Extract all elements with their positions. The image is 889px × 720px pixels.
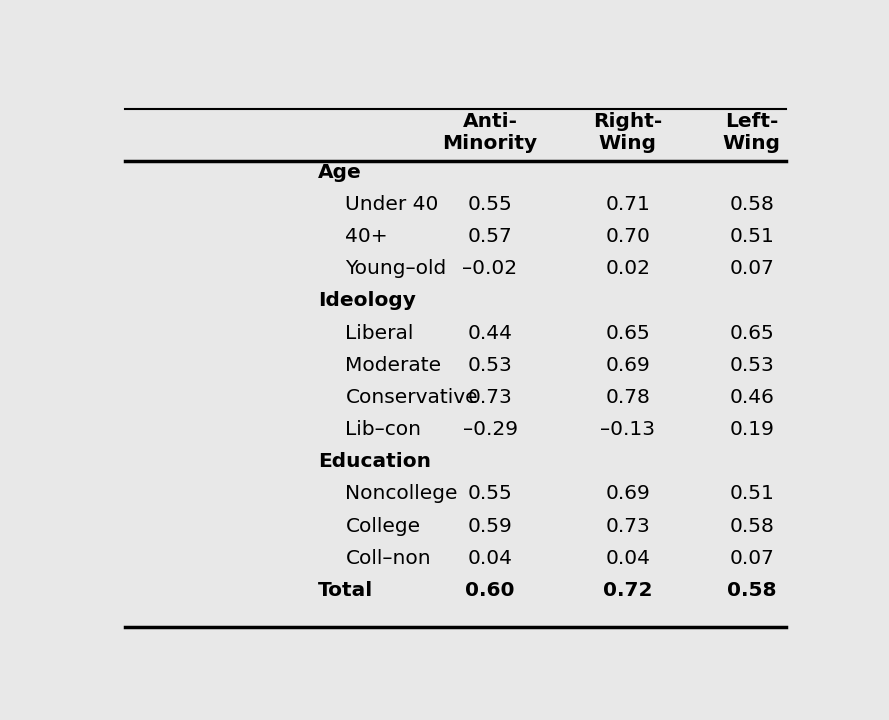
Text: 0.65: 0.65 bbox=[605, 323, 650, 343]
Text: 0.72: 0.72 bbox=[603, 581, 653, 600]
Text: Ideology: Ideology bbox=[318, 292, 416, 310]
Text: Left-
Wing: Left- Wing bbox=[723, 112, 781, 153]
Text: 0.59: 0.59 bbox=[468, 516, 512, 536]
Text: Young–old: Young–old bbox=[345, 259, 446, 279]
Text: 0.07: 0.07 bbox=[730, 549, 774, 567]
Text: College: College bbox=[345, 516, 420, 536]
Text: 0.60: 0.60 bbox=[465, 581, 515, 600]
Text: 0.73: 0.73 bbox=[605, 516, 650, 536]
Text: Under 40: Under 40 bbox=[345, 195, 439, 214]
Text: –0.02: –0.02 bbox=[462, 259, 517, 279]
Text: 40+: 40+ bbox=[345, 227, 388, 246]
Text: 0.51: 0.51 bbox=[730, 485, 774, 503]
Text: 0.07: 0.07 bbox=[730, 259, 774, 279]
Text: 0.55: 0.55 bbox=[468, 195, 512, 214]
Text: Coll–non: Coll–non bbox=[345, 549, 431, 567]
Text: 0.69: 0.69 bbox=[605, 356, 650, 375]
Text: Total: Total bbox=[318, 581, 373, 600]
Text: 0.04: 0.04 bbox=[468, 549, 513, 567]
Text: 0.58: 0.58 bbox=[730, 195, 774, 214]
Text: 0.53: 0.53 bbox=[730, 356, 774, 375]
Text: 0.73: 0.73 bbox=[468, 388, 512, 407]
Text: 0.46: 0.46 bbox=[730, 388, 774, 407]
Text: 0.57: 0.57 bbox=[468, 227, 512, 246]
Text: Anti-
Minority: Anti- Minority bbox=[443, 112, 538, 153]
Text: 0.02: 0.02 bbox=[605, 259, 651, 279]
Text: –0.13: –0.13 bbox=[600, 420, 655, 439]
Text: Moderate: Moderate bbox=[345, 356, 442, 375]
Text: 0.71: 0.71 bbox=[605, 195, 650, 214]
Text: Education: Education bbox=[318, 452, 431, 471]
Text: Right-
Wing: Right- Wing bbox=[593, 112, 662, 153]
Text: 0.55: 0.55 bbox=[468, 485, 512, 503]
Text: 0.51: 0.51 bbox=[730, 227, 774, 246]
Text: 0.58: 0.58 bbox=[727, 581, 777, 600]
Text: 0.19: 0.19 bbox=[730, 420, 774, 439]
Text: 0.78: 0.78 bbox=[605, 388, 650, 407]
Text: Lib–con: Lib–con bbox=[345, 420, 421, 439]
Text: –0.29: –0.29 bbox=[462, 420, 517, 439]
Text: 0.70: 0.70 bbox=[605, 227, 650, 246]
Text: Age: Age bbox=[318, 163, 362, 182]
Text: 0.65: 0.65 bbox=[730, 323, 774, 343]
Text: Conservative: Conservative bbox=[345, 388, 478, 407]
Text: 0.58: 0.58 bbox=[730, 516, 774, 536]
Text: 0.53: 0.53 bbox=[468, 356, 512, 375]
Text: Noncollege: Noncollege bbox=[345, 485, 458, 503]
Text: 0.69: 0.69 bbox=[605, 485, 650, 503]
Text: Liberal: Liberal bbox=[345, 323, 413, 343]
Text: 0.04: 0.04 bbox=[605, 549, 651, 567]
Text: 0.44: 0.44 bbox=[468, 323, 513, 343]
